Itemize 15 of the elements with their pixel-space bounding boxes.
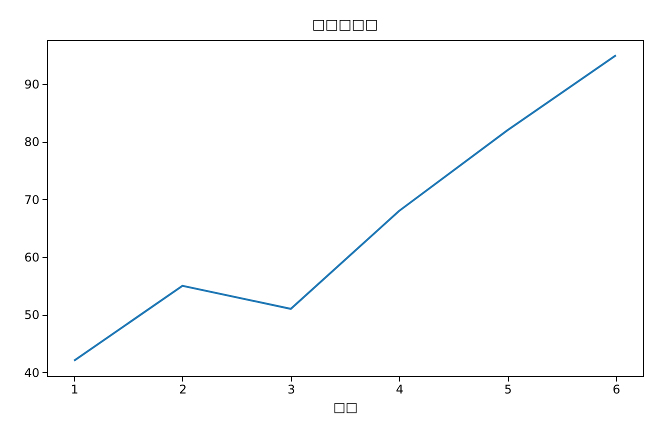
x-tick-label: 6 xyxy=(612,382,620,396)
x-tick-label: 1 xyxy=(70,382,78,396)
y-tick-label: 50 xyxy=(24,308,40,322)
y-tick-label: 90 xyxy=(24,78,40,92)
x-tick-label: 5 xyxy=(504,382,512,396)
y-tick-label: 80 xyxy=(24,135,40,150)
x-tick-label: 2 xyxy=(179,382,187,396)
y-tick-label: 40 xyxy=(24,366,40,380)
x-axis-title: □□ xyxy=(333,400,358,416)
x-tick-label: 4 xyxy=(396,382,404,396)
x-tick-label: 3 xyxy=(288,382,296,396)
line-series xyxy=(73,54,617,362)
y-tick-label: 60 xyxy=(24,250,40,264)
y-tick-label: 70 xyxy=(24,192,40,207)
chart-title: □□□□□ xyxy=(312,17,378,33)
